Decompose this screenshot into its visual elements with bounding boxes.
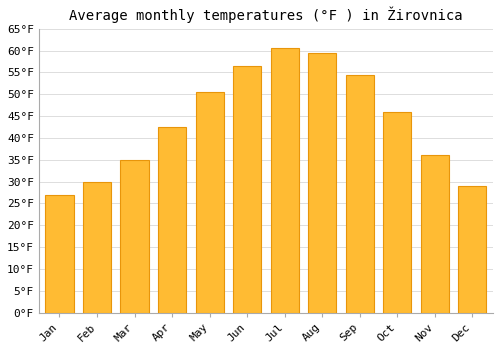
Bar — [308, 53, 336, 313]
Bar — [46, 195, 74, 313]
Bar — [421, 155, 449, 313]
Bar — [383, 112, 412, 313]
Bar — [120, 160, 148, 313]
Bar — [346, 75, 374, 313]
Bar — [233, 66, 261, 313]
Bar — [270, 48, 299, 313]
Bar — [196, 92, 224, 313]
Title: Average monthly temperatures (°F ) in Žirovnica: Average monthly temperatures (°F ) in Ži… — [69, 7, 462, 23]
Bar — [158, 127, 186, 313]
Bar — [83, 182, 111, 313]
Bar — [458, 186, 486, 313]
